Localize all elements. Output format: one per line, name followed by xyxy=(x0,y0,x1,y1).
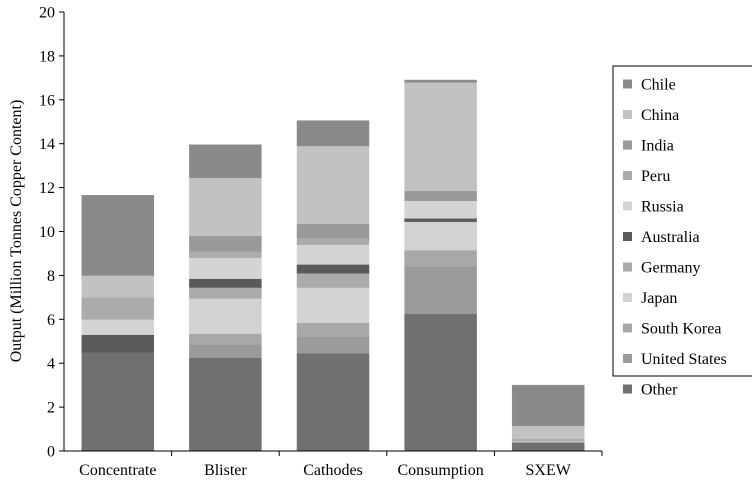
bar-segment xyxy=(81,334,155,353)
bar-segment xyxy=(511,384,585,427)
bar-segment xyxy=(404,218,477,222)
bar-segment xyxy=(189,251,262,259)
legend-items: Chile China India Peru Russia Australia German… xyxy=(623,77,727,399)
y-tick-label: 4 xyxy=(47,356,55,373)
bar-segment xyxy=(296,322,370,338)
legend-swatch xyxy=(623,79,632,89)
legend-label: Japan xyxy=(641,290,677,307)
bar-segment xyxy=(296,145,370,225)
bar-segment xyxy=(296,223,370,239)
x-tick-labels: Concentrate Blister Cathodes Consumption SXE… xyxy=(79,462,572,479)
bar-segment xyxy=(296,353,370,452)
bar-segment xyxy=(189,357,262,452)
legend-label: China xyxy=(641,107,679,124)
legend-label: Russia xyxy=(641,199,684,216)
y-axis-label: Output (Million Tonnes Copper Content) xyxy=(8,100,25,363)
x-tick-label: SXEW xyxy=(526,462,572,479)
bar-segment xyxy=(189,257,262,279)
legend-swatch xyxy=(623,110,632,119)
bar-segment xyxy=(404,79,477,83)
bar-segment xyxy=(296,336,370,354)
legend-label: India xyxy=(641,138,674,155)
bar-segment xyxy=(404,221,477,251)
bar-segment xyxy=(189,144,262,178)
bar-segment xyxy=(189,344,262,358)
y-tick-label: 0 xyxy=(47,444,55,461)
bar-segment xyxy=(189,235,262,252)
bar-segment xyxy=(189,278,262,288)
bar-segment xyxy=(81,319,155,335)
bar-segment xyxy=(189,287,262,299)
bar-segment xyxy=(404,249,477,267)
legend-swatch xyxy=(623,262,632,272)
legend-swatch xyxy=(623,201,632,211)
legend-label: South Korea xyxy=(641,321,721,338)
y-tick-label: 8 xyxy=(47,268,55,285)
y-tick-label: 12 xyxy=(39,180,55,197)
legend-label: Germany xyxy=(641,260,701,277)
y-tick-label: 18 xyxy=(39,48,55,65)
bar-segment xyxy=(81,195,155,276)
bar-segment xyxy=(296,120,370,147)
x-tick-label: Concentrate xyxy=(79,462,156,479)
legend-label: Australia xyxy=(641,229,700,246)
bar-segment xyxy=(404,190,477,202)
legend-swatch xyxy=(623,171,632,180)
legend-label: United States xyxy=(641,351,727,368)
legend-swatch xyxy=(623,384,632,394)
bar-segment xyxy=(189,298,262,334)
legend-box xyxy=(612,65,752,377)
legend: Chile China India Peru Russia Australia German… xyxy=(612,65,752,399)
bar-segment xyxy=(296,264,370,274)
legend-label: Chile xyxy=(641,77,676,94)
legend-label: Peru xyxy=(641,168,670,185)
legend-swatch xyxy=(623,323,632,333)
bar-segment xyxy=(189,177,262,237)
legend-label: Other xyxy=(641,382,678,399)
bar-segment xyxy=(81,275,155,298)
legend-swatch xyxy=(623,293,632,302)
y-tick-label: 2 xyxy=(47,400,55,417)
bar-segment xyxy=(81,351,155,452)
bar-segment xyxy=(404,200,477,219)
bar-segment xyxy=(296,287,370,323)
bar-segment xyxy=(296,244,370,265)
x-tick-label: Consumption xyxy=(397,462,483,479)
y-tick-label: 6 xyxy=(47,312,55,329)
y-tick-label: 20 xyxy=(39,5,55,22)
bar-segment xyxy=(81,297,155,320)
legend-swatch xyxy=(623,232,632,241)
x-tick-label: Cathodes xyxy=(303,462,363,479)
bar-segment xyxy=(404,81,477,192)
bar-segment xyxy=(404,313,477,452)
legend-swatch xyxy=(623,140,632,150)
bar-segment xyxy=(296,272,370,288)
bar-segment xyxy=(511,441,585,452)
bars-layer xyxy=(81,79,603,456)
y-tick-label: 14 xyxy=(39,136,55,153)
bar-segment xyxy=(189,333,262,345)
y-tick-label: 16 xyxy=(39,92,55,109)
bar-segment xyxy=(511,438,585,442)
y-tick-label: 10 xyxy=(39,224,55,241)
bar-segment xyxy=(511,425,585,440)
x-tick-label: Blister xyxy=(204,462,247,479)
legend-swatch xyxy=(623,354,632,363)
bar-segment xyxy=(296,237,370,245)
y-ticks: 0 2 4 6 8 10 12 14 16 18 20 xyxy=(39,5,64,461)
bar-segment xyxy=(404,266,477,315)
